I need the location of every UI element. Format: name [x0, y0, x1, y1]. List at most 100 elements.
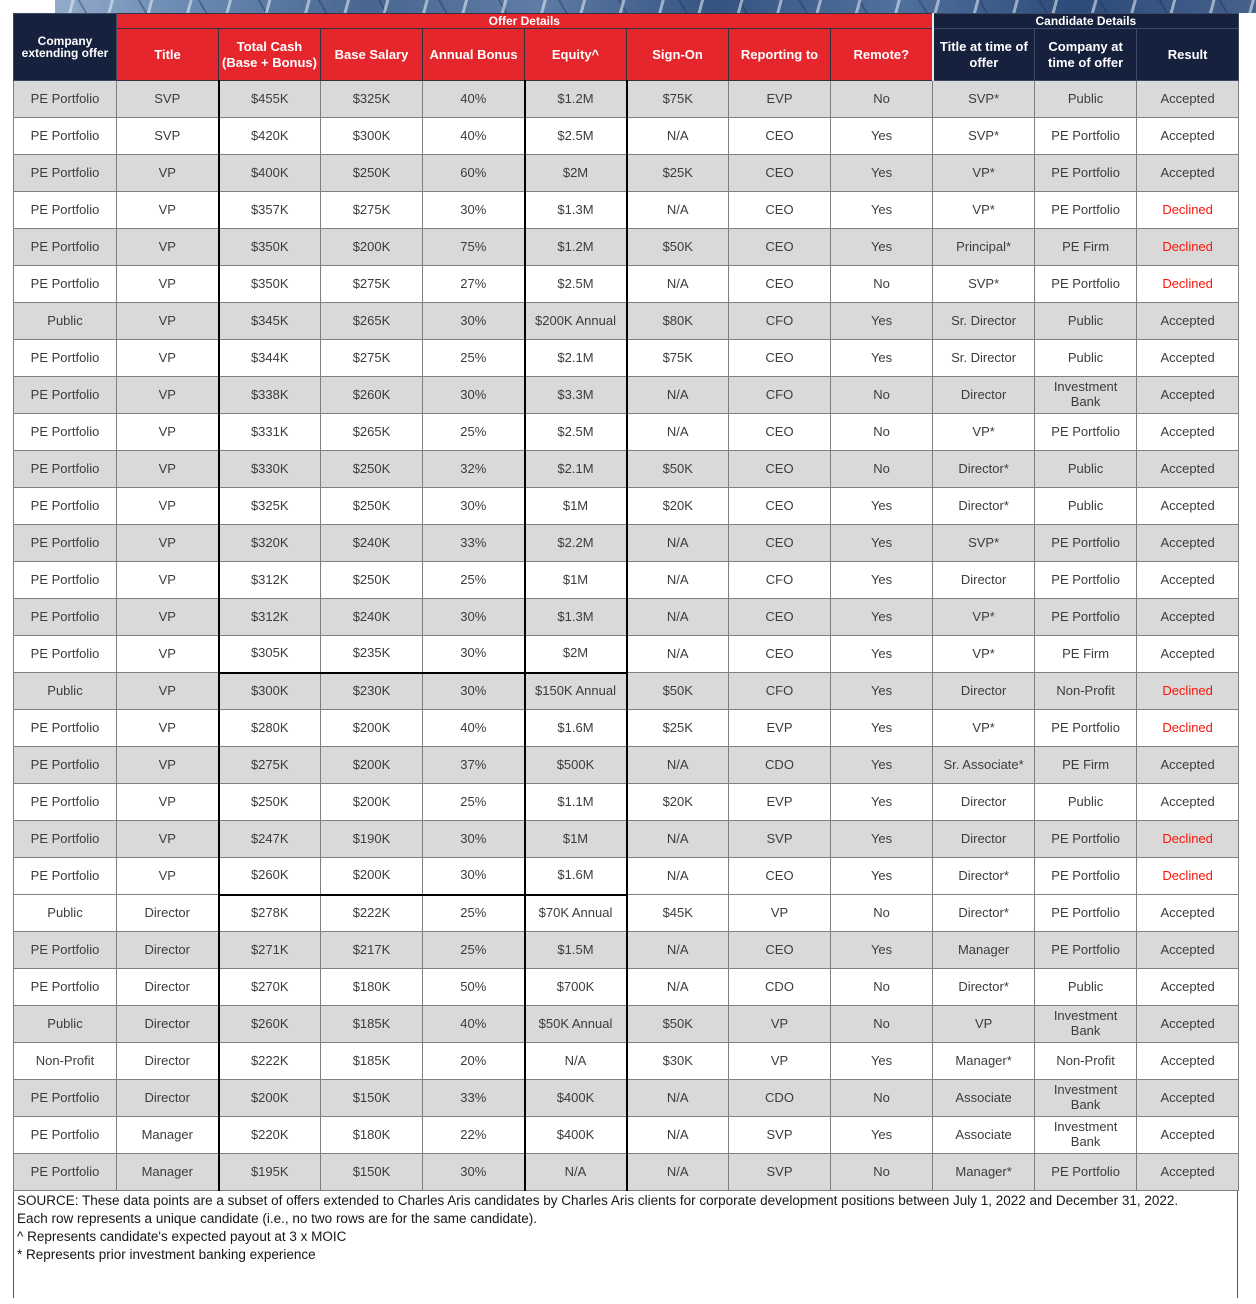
result-cell: Accepted — [1136, 1042, 1240, 1080]
table-cell: PE Portfolio — [13, 1116, 117, 1154]
table-cell: $45K — [625, 894, 729, 932]
table-cell: $312K — [217, 598, 321, 636]
table-cell: Public — [1034, 339, 1138, 377]
table-cell: $420K — [217, 117, 321, 155]
table-cell: CFO — [728, 302, 831, 340]
table-cell: $2.2M — [523, 524, 627, 562]
table-cell: $80K — [625, 302, 729, 340]
table-cell: Manager* — [932, 1153, 1036, 1191]
table-cell: Yes — [829, 746, 934, 784]
table-cell: $2.5M — [523, 117, 627, 155]
group-header-offer-details: Offer Details — [115, 13, 934, 29]
table-cell: $180K — [320, 1116, 423, 1154]
table-row: PE Portfolio VP $350K $200K 75% $1.2M $50K CEO Y… — [13, 228, 1240, 266]
table-cell: PE Portfolio — [1034, 598, 1138, 636]
table-cell: CEO — [728, 339, 831, 377]
table-cell: SVP — [116, 80, 219, 118]
table-cell: 30% — [422, 1153, 525, 1191]
table-cell: 33% — [422, 1079, 525, 1117]
table-cell: N/A — [625, 117, 729, 155]
table-cell: Public — [1034, 302, 1138, 340]
table-cell: PE Portfolio — [13, 1153, 117, 1191]
column-header-row: Title Total Cash (Base + Bonus) Base Sal… — [14, 28, 1240, 81]
table-cell: CEO — [728, 450, 831, 488]
table-cell: $185K — [320, 1042, 423, 1080]
column-header-title-at-offer: Title at time of offer — [931, 28, 1036, 81]
table-cell: $455K — [217, 80, 321, 118]
table-cell: Public — [13, 894, 117, 932]
result-cell: Accepted — [1136, 339, 1240, 377]
table-cell: $700K — [523, 968, 627, 1006]
table-cell: $1.2M — [523, 80, 627, 118]
result-cell: Accepted — [1136, 968, 1240, 1006]
table-row: PE Portfolio VP $357K $275K 30% $1.3M N/A CEO Ye… — [13, 191, 1240, 229]
table-cell: $400K — [217, 154, 321, 192]
table-row: PE Portfolio VP $280K $200K 40% $1.6M $25K EVP Y… — [13, 709, 1240, 747]
group-header-row: Company extending offer Offer Details Ca… — [13, 13, 1240, 81]
table-cell: PE Firm — [1034, 635, 1138, 673]
table-cell: Director* — [932, 857, 1036, 895]
table-cell: PE Portfolio — [1034, 117, 1138, 155]
table-cell: $345K — [217, 302, 321, 340]
table-cell: $150K — [320, 1079, 423, 1117]
table-cell: PE Portfolio — [13, 968, 117, 1006]
table-cell: Director — [116, 894, 219, 932]
table-cell: CFO — [728, 561, 831, 599]
table-cell: PE Portfolio — [13, 228, 117, 266]
table-row: PE Portfolio VP $330K $250K 32% $2.1M $50K CEO N… — [13, 450, 1240, 488]
table-cell: Public — [1034, 80, 1138, 118]
result-cell: Accepted — [1136, 783, 1240, 821]
table-cell: N/A — [625, 561, 729, 599]
table-cell: N/A — [523, 1042, 627, 1080]
table-cell: N/A — [625, 413, 729, 451]
offer-table: Company extending offer Offer Details Ca… — [13, 13, 1240, 1191]
table-cell: VP — [116, 302, 219, 340]
table-cell: Public — [1034, 450, 1138, 488]
table-cell: 25% — [422, 561, 525, 599]
table-cell: No — [829, 80, 934, 118]
table-cell: $200K Annual — [523, 302, 627, 340]
table-cell: $190K — [320, 820, 423, 858]
table-cell: Investment Bank — [1034, 1005, 1138, 1043]
result-cell: Accepted — [1136, 1153, 1240, 1191]
table-cell: $338K — [217, 376, 321, 414]
table-cell: N/A — [625, 1116, 729, 1154]
table-cell: SVP — [728, 1153, 831, 1191]
table-cell: N/A — [625, 191, 729, 229]
table-cell: PE Portfolio — [13, 561, 117, 599]
table-cell: CEO — [728, 413, 831, 451]
table-cell: Director* — [932, 894, 1036, 932]
group-header-candidate-details: Candidate Details — [931, 13, 1240, 29]
table-cell: PE Portfolio — [13, 783, 117, 821]
column-header-remote: Remote? — [829, 28, 934, 81]
table-cell: 30% — [422, 857, 525, 896]
table-cell: 30% — [422, 191, 525, 229]
table-row: PE Portfolio VP $331K $265K 25% $2.5M N/A CEO No… — [13, 413, 1240, 451]
table-cell: No — [829, 1079, 934, 1117]
footnote-line: ^ Represents candidate's expected payout… — [17, 1229, 347, 1244]
table-cell: Yes — [829, 820, 934, 858]
result-cell: Accepted — [1136, 80, 1240, 118]
table-cell: EVP — [728, 709, 831, 747]
table-cell: Director — [116, 1005, 219, 1043]
table-cell: 32% — [422, 450, 525, 488]
table-cell: CEO — [728, 117, 831, 155]
table-cell: SVP* — [932, 524, 1036, 562]
table-cell: $200K — [320, 746, 423, 784]
table-cell: $260K — [217, 857, 321, 896]
table-cell: 25% — [422, 894, 525, 932]
table-cell: Director* — [932, 968, 1036, 1006]
table-cell: Public — [1034, 783, 1138, 821]
table-cell: PE Portfolio — [13, 154, 117, 192]
table-cell: PE Portfolio — [1034, 561, 1138, 599]
table-cell: $271K — [217, 931, 321, 969]
result-cell: Accepted — [1136, 524, 1240, 562]
table-cell: $2M — [523, 154, 627, 192]
table-cell: SVP — [728, 1116, 831, 1154]
table-cell: $50K Annual — [523, 1005, 627, 1043]
table-cell: $300K — [217, 672, 321, 710]
table-cell: CEO — [728, 931, 831, 969]
table-cell: $1.2M — [523, 228, 627, 266]
table-cell: SVP* — [932, 80, 1036, 118]
table-cell: VP* — [932, 598, 1036, 636]
